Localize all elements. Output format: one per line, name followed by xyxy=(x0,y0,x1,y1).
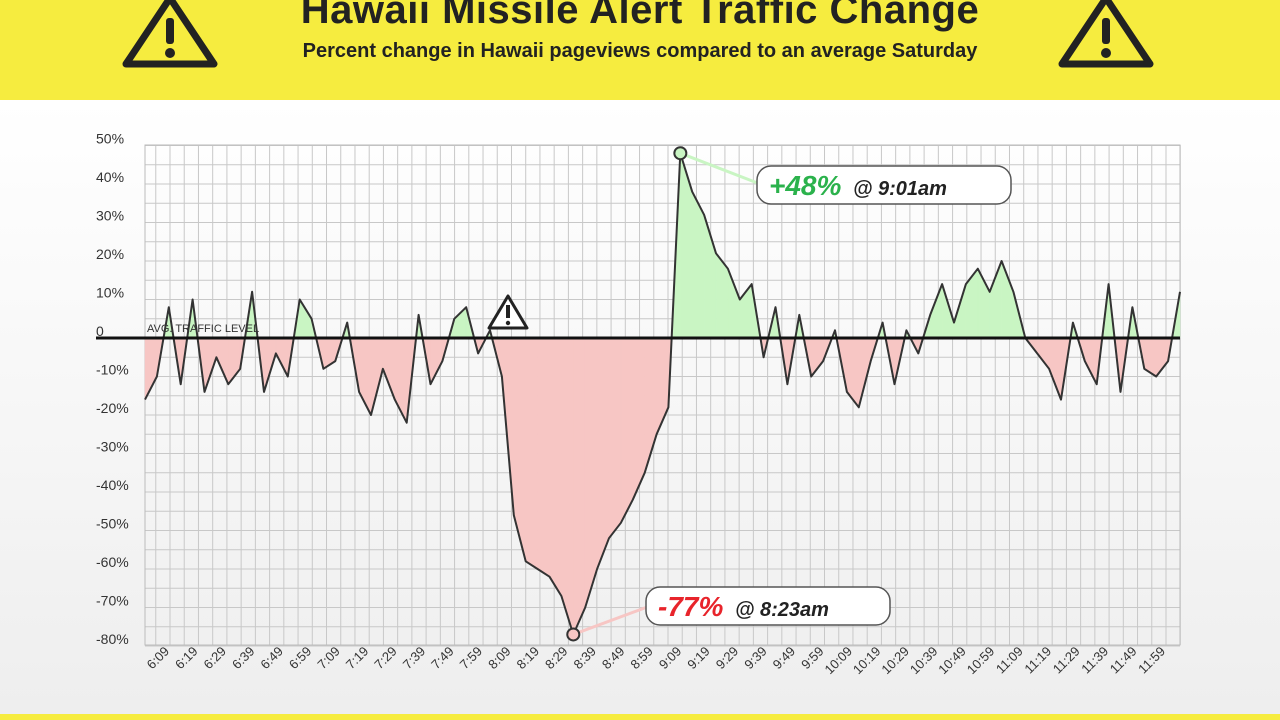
trough-callout: -77% @ 8:23am xyxy=(566,586,891,642)
x-tick-label: 9:39 xyxy=(741,644,770,673)
y-tick-label: -60% xyxy=(96,554,129,570)
page-subtitle: Percent change in Hawaii pageviews compa… xyxy=(302,40,978,62)
x-tick-label: 11:49 xyxy=(1107,644,1140,677)
svg-text:-77% @ 8:23am: -77% @ 8:23am xyxy=(658,591,829,622)
warning-triangle-icon xyxy=(122,0,218,68)
y-tick-label: 30% xyxy=(96,208,124,224)
y-tick-label: -40% xyxy=(96,477,129,493)
header-banner: Hawaii Missile Alert Traffic Change Perc… xyxy=(0,0,1280,100)
trough-point xyxy=(566,627,581,642)
y-tick-label: 20% xyxy=(96,246,124,262)
x-tick-label: 10:29 xyxy=(878,644,912,678)
page-title: Hawaii Missile Alert Traffic Change xyxy=(300,0,980,32)
x-tick-label: 6:49 xyxy=(257,644,286,673)
x-tick-label: 10:49 xyxy=(935,644,969,678)
y-tick-label: 40% xyxy=(96,169,124,185)
x-axis-ticks: 6:09 6:19 6:29 6:39 6:49 6:59 7:09 7:19 7:29 7:39… xyxy=(144,644,1169,678)
x-tick-label: 9:29 xyxy=(713,644,742,673)
warning-triangle-icon xyxy=(1058,0,1154,68)
y-tick-label: 0 xyxy=(96,323,104,339)
trough-time: @ 8:23am xyxy=(735,599,829,621)
x-tick-label: 10:39 xyxy=(907,644,941,678)
x-tick-label: 6:09 xyxy=(144,644,173,673)
x-tick-label: 11:39 xyxy=(1078,644,1111,677)
x-tick-label: 7:29 xyxy=(371,644,400,673)
y-tick-label: -80% xyxy=(96,631,129,647)
x-tick-label: 8:09 xyxy=(485,644,514,673)
x-tick-label: 6:19 xyxy=(172,644,201,673)
x-tick-label: 9:19 xyxy=(684,644,713,673)
x-tick-label: 7:49 xyxy=(428,644,457,673)
x-tick-label: 10:19 xyxy=(850,644,884,678)
peak-callout: +48% @ 9:01am xyxy=(673,146,1012,205)
y-tick-label: 10% xyxy=(96,285,124,301)
peak-time: @ 9:01am xyxy=(853,178,947,200)
footer-bar xyxy=(0,714,1280,720)
avg-traffic-label: AVG. TRAFFIC LEVEL xyxy=(147,323,259,335)
x-tick-label: 6:59 xyxy=(286,644,315,673)
y-tick-label: -50% xyxy=(96,516,129,532)
x-tick-label: 7:59 xyxy=(457,644,486,673)
x-tick-label: 7:39 xyxy=(400,644,429,673)
x-tick-label: 8:39 xyxy=(570,644,599,673)
x-tick-label: 8:59 xyxy=(627,644,656,673)
alert-marker xyxy=(487,294,529,330)
x-tick-label: 11:29 xyxy=(1050,644,1083,677)
y-tick-label: 50% xyxy=(96,131,124,147)
y-tick-label: -30% xyxy=(96,439,129,455)
x-tick-label: 9:49 xyxy=(770,644,799,673)
peak-value: +48% xyxy=(769,170,841,201)
series-line xyxy=(144,152,1181,636)
y-tick-label: -70% xyxy=(96,593,129,609)
x-tick-label: 9:09 xyxy=(656,644,685,673)
x-tick-label: 11:19 xyxy=(1021,644,1054,677)
x-tick-label: 11:09 xyxy=(993,644,1026,677)
x-tick-label: 8:29 xyxy=(542,644,571,673)
x-tick-label: 8:49 xyxy=(599,644,628,673)
x-tick-label: 6:29 xyxy=(201,644,230,673)
x-tick-label: 6:39 xyxy=(229,644,258,673)
y-tick-label: -10% xyxy=(96,362,129,378)
peak-point xyxy=(673,146,688,161)
x-tick-label: 7:09 xyxy=(314,644,343,673)
x-tick-label: 10:59 xyxy=(964,644,998,678)
x-tick-label: 11:59 xyxy=(1135,644,1168,677)
y-axis-ticks: 50% 40% 30% 20% 10% 0 -10% -20% -30% -40% -50% -60%… xyxy=(96,131,129,648)
chart-areas xyxy=(144,153,1181,635)
x-tick-label: 8:19 xyxy=(514,644,543,673)
svg-text:+48% @ 9:01am: +48% @ 9:01am xyxy=(769,170,947,201)
x-tick-label: 10:09 xyxy=(821,644,855,678)
y-tick-label: -20% xyxy=(96,400,129,416)
trough-value: -77% xyxy=(658,591,723,622)
x-tick-label: 7:19 xyxy=(343,644,372,673)
